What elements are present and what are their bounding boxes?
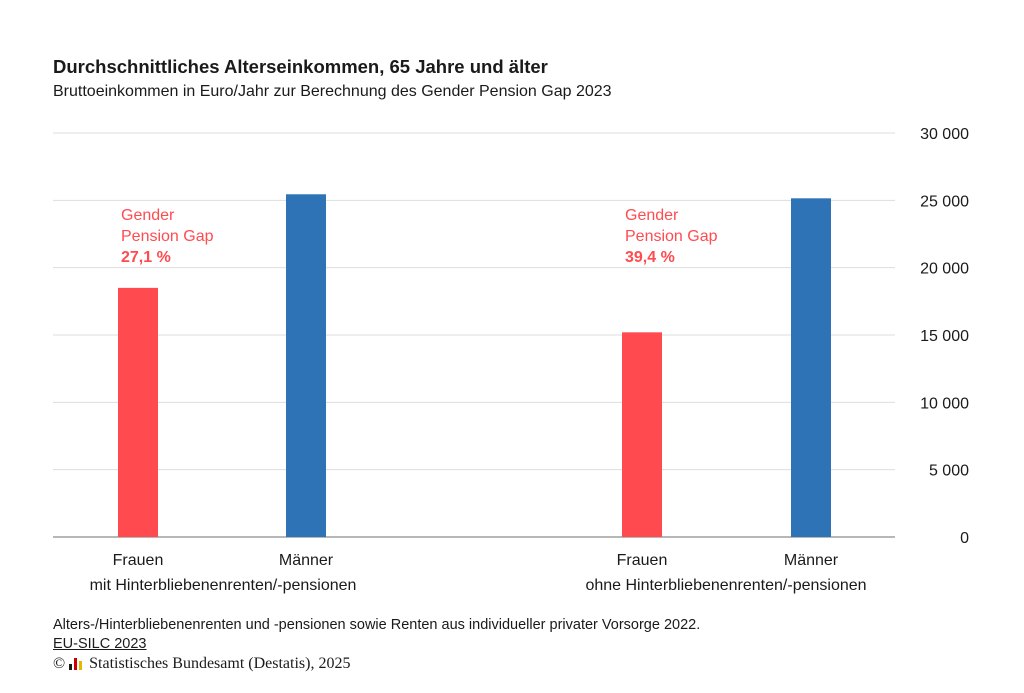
bar xyxy=(286,194,326,538)
chart-subtitle: Bruttoeinkommen in Euro/Jahr zur Berechn… xyxy=(53,83,612,100)
x-tick-label: Männer xyxy=(279,552,334,569)
y-tick-label: 20 000 xyxy=(920,261,969,278)
footer-note: Alters-/Hinterbliebenenrenten und -pensi… xyxy=(53,617,701,633)
y-tick-label: 30 000 xyxy=(920,126,969,143)
annotation-value: 39,4 % xyxy=(625,249,675,266)
annotation-label: Gender xyxy=(625,207,679,224)
source-link[interactable]: EU-SILC 2023 xyxy=(53,636,147,652)
y-tick-label: 5 000 xyxy=(929,463,969,480)
x-tick-label: Frauen xyxy=(617,552,668,569)
bar xyxy=(118,287,158,537)
x-tick-label: Männer xyxy=(784,552,839,569)
copyright-symbol: © xyxy=(53,655,66,672)
bar xyxy=(791,198,831,537)
x-tick-label: Frauen xyxy=(113,552,164,569)
destatis-logo-icon xyxy=(69,658,83,670)
y-tick-label: 10 000 xyxy=(920,395,969,412)
copyright-line: © Statistisches Bundesamt (Destatis), 20… xyxy=(53,655,350,673)
annotation-value: 27,1 % xyxy=(121,249,171,266)
x-group-label: ohne Hinterbliebenenrenten/-pensionen xyxy=(585,577,866,594)
y-tick-label: 15 000 xyxy=(920,328,969,345)
annotation-label: Gender xyxy=(121,207,175,224)
copyright-text: Statistisches Bundesamt (Destatis), 2025 xyxy=(89,655,351,672)
annotation-label: Pension Gap xyxy=(121,228,214,245)
annotation-label: Pension Gap xyxy=(625,228,718,245)
bar xyxy=(622,332,662,537)
y-tick-label: 25 000 xyxy=(920,193,969,210)
x-group-label: mit Hinterbliebenenrenten/-pensionen xyxy=(90,577,357,594)
chart-title: Durchschnittliches Alterseinkommen, 65 J… xyxy=(53,56,548,77)
y-tick-label: 0 xyxy=(960,530,969,547)
